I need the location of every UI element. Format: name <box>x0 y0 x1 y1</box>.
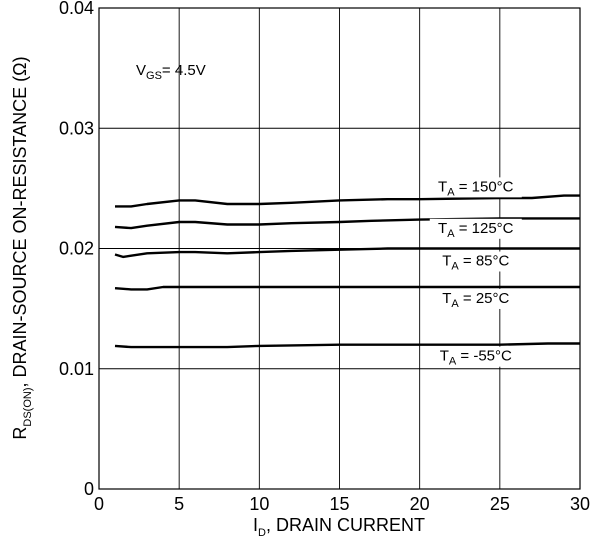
x-axis-label-rest: , DRAIN CURRENT <box>266 515 425 535</box>
series-label-sub: A <box>451 261 459 273</box>
series-label-main: T <box>440 348 449 365</box>
y-axis-label-sub: DS(ON) <box>22 388 34 427</box>
y-tick-label: 0.01 <box>59 359 94 379</box>
series-group <box>114 194 580 349</box>
series-label-rest: = 125°C <box>455 220 514 237</box>
vgs-annotation-main: V <box>136 62 146 79</box>
x-tick-label: 25 <box>490 494 510 514</box>
series-label: TA = 25°C <box>442 290 509 310</box>
x-tick-label: 10 <box>249 494 269 514</box>
x-tick-labels: 0 5 10 15 20 25 30 <box>94 494 590 514</box>
y-axis-label-main: R <box>10 427 30 440</box>
series-line <box>114 342 580 349</box>
series-line <box>114 217 580 230</box>
x-axis-label-main: I <box>253 515 258 535</box>
curve-label-bg <box>429 251 522 272</box>
series-label-sub: A <box>451 298 459 310</box>
series-label: TA = 150°C <box>438 178 514 198</box>
series-label-main: T <box>438 220 447 237</box>
series-line <box>114 285 580 291</box>
series-label-main: T <box>438 178 447 195</box>
series-label: TA = 85°C <box>442 253 509 273</box>
series-label-sub: A <box>447 186 455 198</box>
vgs-annotation: VGS= 4.5V <box>136 62 206 82</box>
x-tick-label: 30 <box>570 494 590 514</box>
x-tick-label: 20 <box>410 494 430 514</box>
series-line <box>115 194 580 208</box>
curve-label-bg <box>429 218 522 239</box>
y-tick-label: 0.04 <box>59 0 94 18</box>
x-tick-label: 5 <box>174 494 184 514</box>
vgs-annotation-sub: GS <box>146 70 162 82</box>
series-label-rest: = -55°C <box>456 348 512 365</box>
curve-label-bg <box>429 177 522 198</box>
y-axis-label-rest: , DRAIN-SOURCE ON-RESISTANCE (Ω) <box>10 56 30 387</box>
series-label-rest: = 150°C <box>455 178 514 195</box>
y-axis-label: RDS(ON), DRAIN-SOURCE ON-RESISTANCE (Ω) <box>10 56 34 439</box>
curve-label-bg <box>429 346 522 367</box>
series-label-rest: = 85°C <box>459 253 510 270</box>
series-label: TA = -55°C <box>440 348 512 368</box>
series-label-sub: A <box>447 228 455 240</box>
vgs-annotation-rest: = 4.5V <box>162 62 206 79</box>
series-label: TA = 125°C <box>438 220 514 240</box>
y-tick-label: 0.03 <box>59 118 94 138</box>
x-axis-label-sub: D <box>258 527 266 539</box>
x-axis-label: ID, DRAIN CURRENT <box>253 515 425 539</box>
series-label-main: T <box>442 253 451 270</box>
y-tick-label: 0.02 <box>59 239 94 259</box>
series-label-rest: = 25°C <box>459 290 510 307</box>
series-line <box>114 247 580 259</box>
x-tick-label: 15 <box>329 494 349 514</box>
x-tick-label: 0 <box>94 494 104 514</box>
series-label-main: T <box>442 290 451 307</box>
plot-frame <box>98 7 581 490</box>
curve-label-bg <box>429 288 522 309</box>
series-label-sub: A <box>449 356 457 368</box>
curve-label-backgrounds <box>429 177 522 367</box>
y-tick-labels: 0 0.01 0.02 0.03 0.04 <box>59 0 94 499</box>
y-tick-label: 0 <box>84 479 94 499</box>
curve-labels: TA = 150°CTA = 125°CTA = 85°CTA = 25°CTA… <box>438 178 514 367</box>
